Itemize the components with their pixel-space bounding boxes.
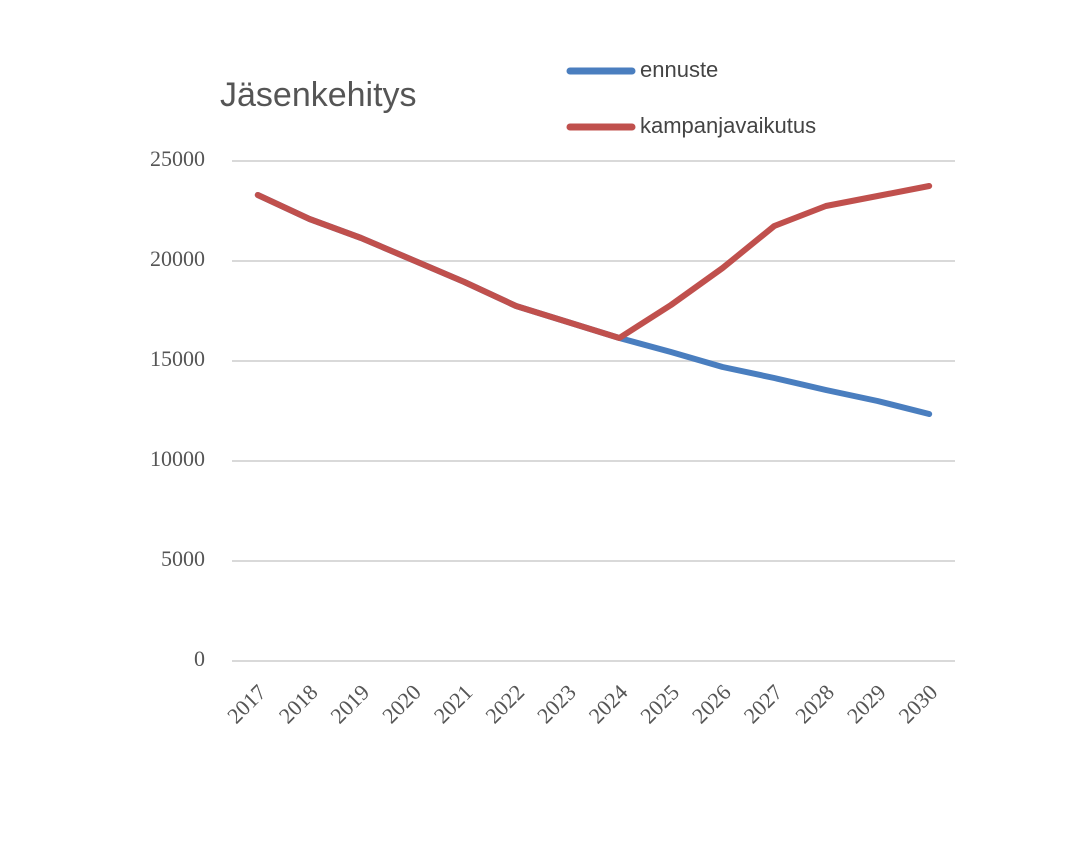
x-tick-label: 2029 xyxy=(842,679,891,728)
y-tick-label: 5000 xyxy=(161,546,205,571)
x-tick-label: 2018 xyxy=(274,679,323,728)
y-tick-label: 0 xyxy=(194,646,205,671)
x-tick-label: 2020 xyxy=(377,679,426,728)
x-tick-label: 2030 xyxy=(893,679,942,728)
x-tick-label: 2024 xyxy=(584,679,633,728)
x-tick-label: 2022 xyxy=(480,679,529,728)
x-tick-label: 2019 xyxy=(325,679,374,728)
y-tick-label: 10000 xyxy=(150,446,205,471)
x-tick-label: 2027 xyxy=(739,679,788,728)
series-line xyxy=(254,192,933,417)
x-tick-label: 2017 xyxy=(222,679,271,728)
x-tick-label: 2025 xyxy=(635,679,684,728)
x-tick-label: 2028 xyxy=(790,679,839,728)
x-tick-label: 2021 xyxy=(429,679,478,728)
legend-label: ennuste xyxy=(640,57,718,82)
y-tick-label: 25000 xyxy=(150,146,205,171)
series-line xyxy=(254,183,933,341)
x-tick-label: 2023 xyxy=(532,679,581,728)
y-tick-label: 15000 xyxy=(150,346,205,371)
x-tick-label: 2026 xyxy=(687,679,736,728)
y-tick-label: 20000 xyxy=(150,246,205,271)
legend-label: kampanjavaikutus xyxy=(640,113,816,138)
chart-title: Jäsenkehitys xyxy=(220,76,417,114)
